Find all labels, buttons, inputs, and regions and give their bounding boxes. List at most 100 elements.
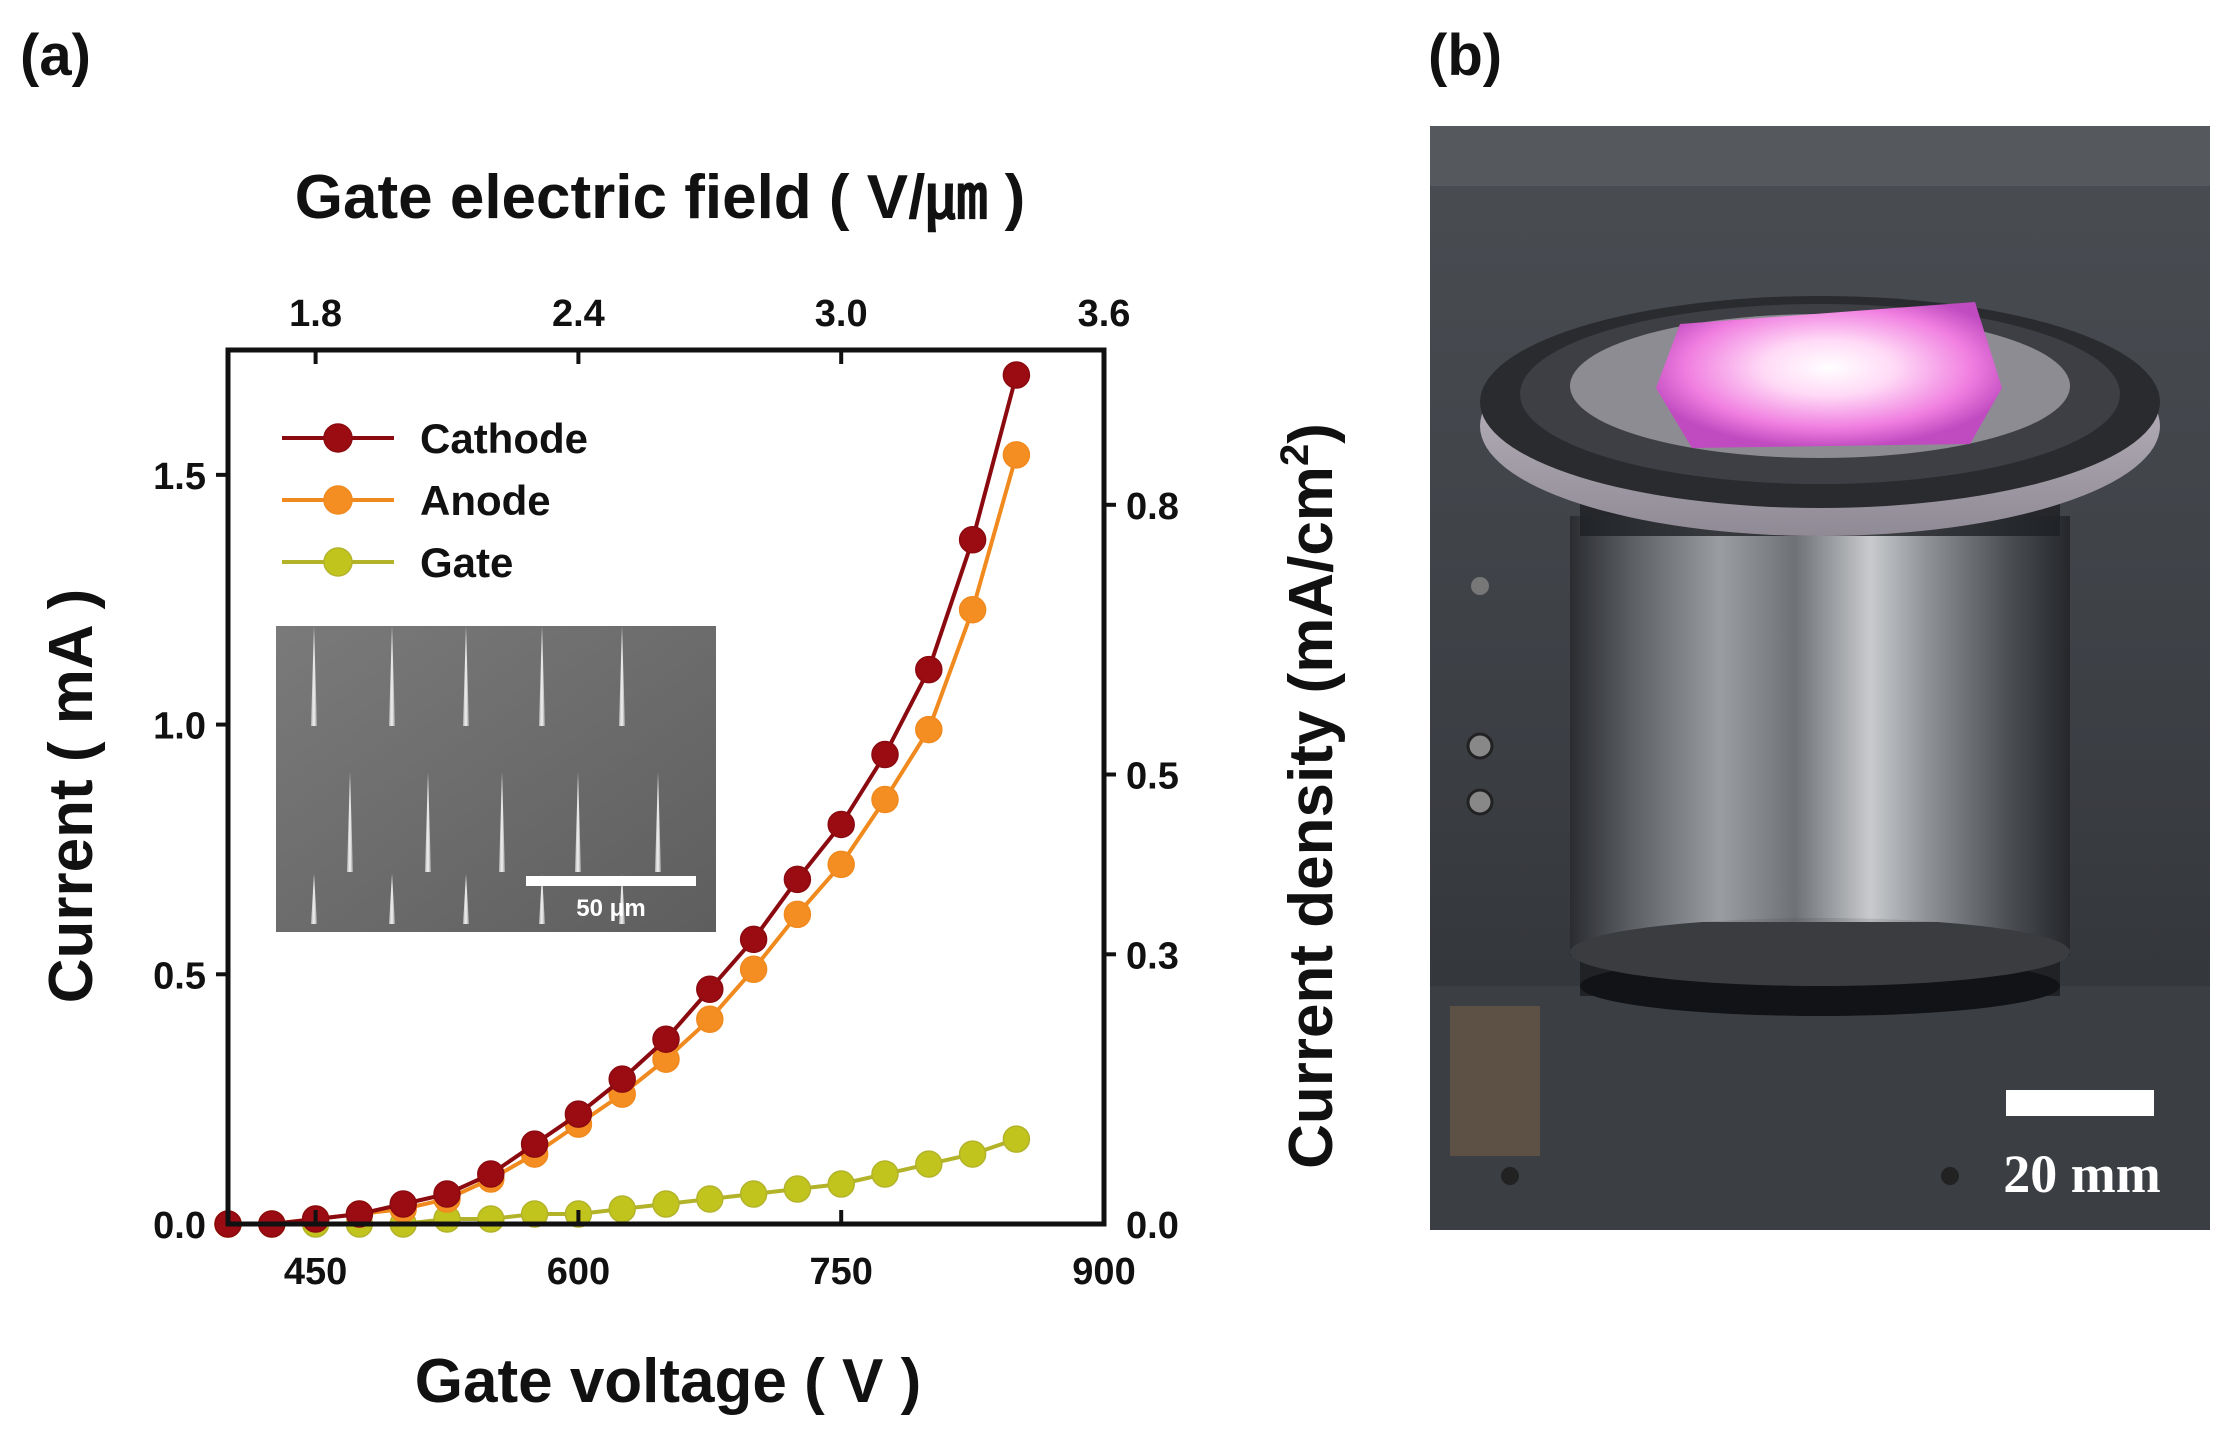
gate-data-point (696, 1185, 724, 1213)
sem-microtip (575, 772, 581, 872)
gate-legend-label: Gate (420, 539, 513, 586)
sem-inset-background (276, 626, 716, 932)
photo-top-wall (1430, 126, 2210, 186)
sem-microtip (389, 874, 395, 924)
plot-frame (225, 347, 1107, 1227)
cathode-data-point (477, 1160, 505, 1188)
anode-data-point (915, 715, 943, 744)
photo-cylinder-bottom (1570, 918, 2070, 986)
y-tick-label: 0.5 (153, 955, 206, 997)
x-tick-label: 900 (1072, 1251, 1135, 1293)
photo-screw-3 (1466, 788, 1494, 816)
sem-microtip (389, 626, 395, 726)
sem-microtip (499, 772, 505, 872)
y-tick-label: 1.0 (153, 706, 206, 748)
sem-microtip (463, 874, 469, 924)
y2-axis-title-sup: 2 (1273, 444, 1317, 466)
gate-data-point (958, 1140, 987, 1168)
sem-microtip (425, 772, 431, 872)
sem-inset: 50 μm (276, 626, 716, 932)
sem-microtip (539, 874, 545, 924)
device-photo: 20 mm (1430, 126, 2210, 1230)
anode-data-point (958, 595, 987, 624)
legend: Cathode Anode Gate (282, 415, 588, 586)
gate-data-point (783, 1175, 812, 1203)
y2-tick-label: 0.8 (1126, 486, 1179, 528)
y-tick-label: 0.0 (153, 1205, 206, 1247)
cathode-data-point (389, 1190, 417, 1218)
sem-microtip (539, 626, 545, 726)
gate-data-point (477, 1205, 505, 1233)
top-x-tick-label: 1.8 (289, 293, 342, 335)
sem-microtip (311, 626, 317, 726)
photo-scale-bar (2006, 1090, 2154, 1116)
panel-label-a: (a) (20, 23, 91, 88)
y2-tick-label: 0.5 (1126, 756, 1179, 798)
panel-label-b: (b) (1428, 23, 1503, 88)
sem-microtip (347, 772, 353, 872)
y-tick-label: 1.5 (153, 456, 206, 498)
cathode-data-point (433, 1180, 461, 1208)
cathode-data-point (345, 1200, 374, 1228)
gate-data-point (827, 1170, 855, 1198)
gate-data-point (739, 1180, 768, 1208)
gate-data-point (915, 1150, 943, 1178)
cathode-data-point (652, 1025, 680, 1053)
cathode-data-point (871, 740, 899, 769)
photo-scale-bar-label: 20 mm (2003, 1144, 2160, 1204)
x-tick-label: 600 (547, 1251, 610, 1293)
cathode-data-point (739, 925, 768, 954)
photo-screw-5 (1941, 1167, 1959, 1185)
gate-data-point (520, 1200, 549, 1228)
y2-axis-title-close: ) (1277, 423, 1346, 444)
cathode-data-point (958, 526, 987, 554)
sem-microtip (655, 772, 661, 872)
anode-data-point (783, 900, 812, 929)
photo-screw-1 (1471, 577, 1489, 595)
gate-data-point (871, 1160, 899, 1188)
anode-data-point (739, 955, 768, 984)
cathode-data-point (520, 1130, 549, 1158)
photo-glowing-phosphor (1656, 302, 2002, 448)
gate-data-point (1002, 1125, 1031, 1153)
top-axis-title: Gate electric field ( V/㎛ ) (295, 163, 1025, 233)
top-x-tick-label: 2.4 (552, 293, 605, 335)
anode-legend-marker (323, 485, 353, 515)
photo-circuit-board (1450, 1006, 1540, 1156)
sem-microtip (463, 626, 469, 726)
anode-legend-label: Anode (420, 477, 551, 524)
current-voltage-chart: Gate electric field ( V/㎛ ) Gate voltage… (37, 163, 1346, 1416)
cathode-data-point (564, 1100, 593, 1128)
x-tick-label: 750 (809, 1251, 872, 1293)
gate-data-point (608, 1195, 636, 1223)
photo-screw-4 (1501, 1167, 1519, 1185)
cathode-data-point (915, 655, 943, 684)
inset-scale-bar (526, 876, 696, 886)
top-x-tick-label: 3.0 (815, 293, 868, 335)
sem-microtip (311, 874, 317, 924)
top-x-tick-label: 3.6 (1078, 293, 1131, 335)
sem-microtip (619, 874, 625, 924)
x-axis-title: Gate voltage ( V ) (415, 1347, 921, 1416)
y2-tick-label: 0.3 (1126, 935, 1179, 977)
inset-scale-bar-label: 50 μm (576, 895, 645, 922)
gate-data-point (652, 1190, 680, 1218)
photo-screw-2 (1466, 732, 1494, 760)
y-axis-title: Current ( mA ) (37, 589, 106, 1003)
y2-axis-title: Current density (mA/cm2) (1273, 423, 1346, 1169)
device-photo-image: 20 mm (1430, 126, 2210, 1230)
anode-data-point (827, 850, 855, 879)
y2-tick-label: 0.0 (1126, 1205, 1179, 1247)
photo-cylinder-ring (1570, 882, 2070, 922)
cathode-data-point (827, 810, 855, 839)
cathode-data-point (1002, 361, 1031, 389)
anode-data-point (871, 785, 899, 814)
cathode-data-point (696, 975, 724, 1004)
anode-data-point (696, 1005, 724, 1033)
cathode-data-point (783, 865, 812, 894)
sem-microtip (619, 626, 625, 726)
cathode-legend-marker (323, 423, 353, 453)
cathode-legend-label: Cathode (420, 415, 588, 462)
cathode-data-point (608, 1065, 636, 1093)
sem-microtips (311, 626, 661, 924)
